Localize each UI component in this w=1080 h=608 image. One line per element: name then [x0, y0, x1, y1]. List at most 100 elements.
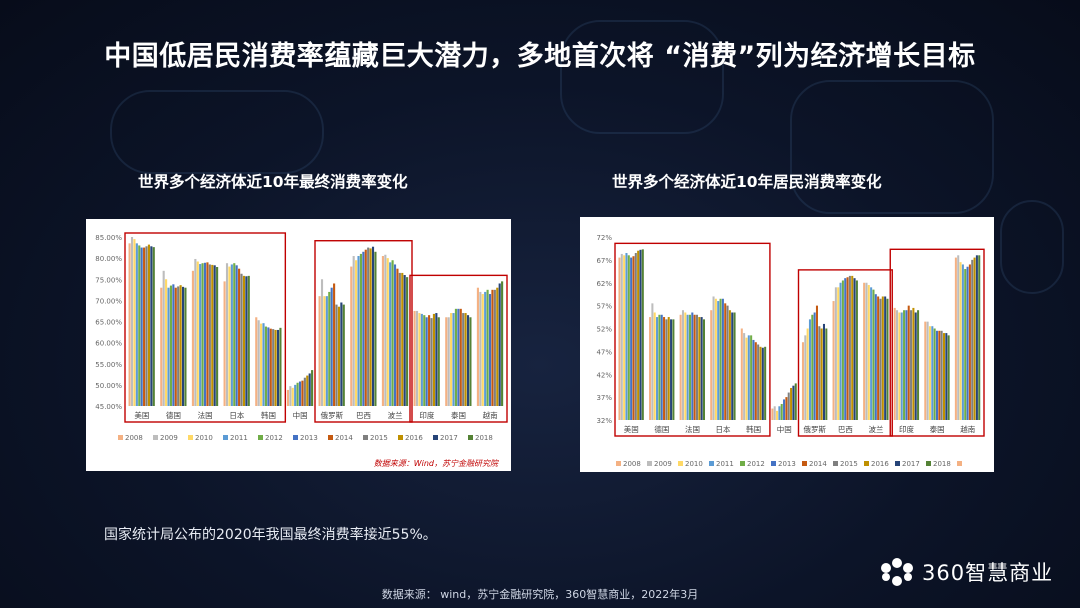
bar [931, 326, 934, 420]
bar [355, 260, 358, 406]
bar [393, 264, 397, 406]
bar [342, 304, 345, 406]
bar [496, 287, 499, 406]
bar [726, 305, 729, 420]
bar [752, 339, 755, 420]
legend-swatch [802, 461, 807, 466]
bar [804, 335, 807, 420]
bar [978, 255, 981, 420]
x-tick-label: 日本 [716, 424, 731, 434]
bar [884, 296, 887, 420]
bar [160, 287, 163, 406]
legend-swatch [328, 435, 333, 440]
legend-label: 2018 [933, 460, 951, 468]
bar [778, 406, 781, 420]
bar [194, 258, 197, 406]
x-tick-label: 德国 [166, 410, 181, 420]
bar [672, 319, 675, 420]
legend-swatch [833, 461, 838, 466]
bar [325, 296, 328, 406]
bar [228, 266, 231, 406]
bar [945, 333, 948, 420]
bar [641, 249, 644, 420]
bar [143, 247, 146, 406]
legend-label: 2013 [300, 434, 318, 442]
bar [773, 406, 776, 420]
bar [476, 287, 479, 406]
legend-swatch [118, 435, 123, 440]
y-tick-label: 50.00% [95, 382, 122, 390]
bar [498, 283, 501, 406]
bar [435, 313, 438, 406]
x-tick-label: 俄罗斯 [804, 424, 827, 434]
bar [870, 287, 873, 420]
y-tick-label: 70.00% [95, 297, 122, 305]
y-tick-label: 67% [596, 257, 612, 265]
bar [698, 317, 701, 420]
legend-label: 2010 [195, 434, 213, 442]
x-tick-label: 日本 [229, 410, 244, 420]
bar [469, 317, 472, 406]
bar [618, 257, 621, 420]
bar [391, 260, 394, 406]
chart-final-consumption-svg: 85.00% 80.00% 75.00% 70.00% 65.00% 60.00% 55.0… [95, 232, 508, 468]
bar [328, 291, 331, 406]
bar [184, 287, 187, 406]
bar [743, 333, 746, 420]
bar [138, 245, 141, 406]
bar [623, 255, 626, 420]
bar [415, 310, 419, 406]
bar [660, 314, 663, 420]
bar [486, 289, 489, 406]
bar [330, 287, 333, 406]
bar [445, 317, 448, 406]
bar [846, 277, 849, 420]
bar [872, 289, 875, 420]
bar [242, 275, 245, 406]
bar [851, 275, 854, 420]
bar [658, 314, 661, 420]
x-tick-label: 韩国 [261, 410, 276, 420]
bar [639, 249, 642, 420]
bar [975, 255, 978, 420]
bar [452, 313, 455, 406]
bar [501, 281, 504, 406]
bar [620, 253, 623, 420]
bar [459, 308, 462, 406]
y-tick-label: 37% [596, 394, 612, 402]
bar [381, 256, 384, 406]
bar [820, 328, 823, 420]
bar [700, 317, 703, 420]
bar [832, 301, 835, 420]
highlight-box [614, 242, 771, 437]
bar [255, 317, 258, 406]
bar [634, 253, 637, 420]
bar [457, 308, 460, 406]
bar [279, 327, 282, 406]
legend-label: 2016 [405, 434, 423, 442]
page-title: 中国低居民消费率蕴藏巨大潜力，多地首次将 “消费”列为经济增长目标 [104, 41, 976, 72]
bar [947, 335, 950, 420]
bar [233, 263, 236, 406]
bar [320, 279, 324, 406]
bar [230, 264, 233, 406]
bar [335, 304, 338, 406]
y-tick-label: 80.00% [95, 255, 122, 263]
chart-title-right: 世界多个经济体近10年居民消费率变化 [612, 173, 882, 191]
background-decoration [560, 20, 724, 134]
bar [759, 346, 762, 420]
bar [935, 330, 938, 420]
x-tick-label: 德国 [654, 424, 669, 434]
highlight-box [409, 274, 508, 423]
bar [389, 262, 392, 406]
bar [973, 257, 976, 420]
y-tick-label: 72% [596, 234, 612, 242]
legend-swatch [293, 435, 298, 440]
bar [128, 243, 131, 406]
bar [386, 258, 389, 406]
bar [318, 296, 321, 406]
y-tick-label: 47% [596, 348, 612, 356]
legend-label: 2014 [809, 460, 827, 468]
bar [298, 381, 302, 406]
legend-swatch [771, 461, 776, 466]
